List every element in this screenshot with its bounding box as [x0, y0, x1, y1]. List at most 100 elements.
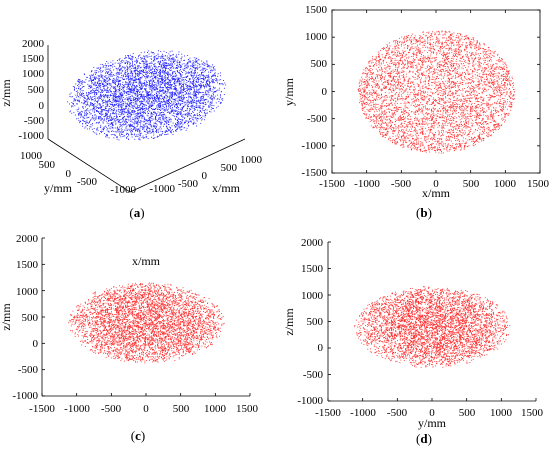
data-point [83, 95, 84, 96]
data-point [208, 72, 209, 73]
data-point [130, 84, 131, 85]
data-point [120, 116, 121, 117]
data-point [103, 81, 104, 82]
data-point [93, 131, 94, 132]
data-point [143, 63, 144, 64]
data-point [189, 91, 190, 92]
data-point [170, 128, 171, 129]
data-point [177, 129, 178, 130]
data-point [213, 108, 214, 109]
data-point [210, 88, 211, 89]
data-point [187, 115, 188, 116]
data-point [182, 84, 183, 85]
data-point [124, 58, 125, 59]
data-point [152, 95, 153, 96]
data-point [110, 88, 111, 89]
data-point [443, 106, 444, 107]
data-point [175, 78, 176, 79]
data-point [207, 66, 208, 67]
data-point [95, 79, 96, 80]
data-point [115, 131, 116, 132]
data-point [102, 90, 103, 91]
data-point [149, 120, 150, 121]
data-point [157, 88, 158, 89]
data-point [181, 119, 182, 120]
data-point [152, 105, 153, 106]
data-point [126, 60, 127, 61]
data-point [430, 37, 431, 38]
data-point [119, 86, 120, 87]
data-point [148, 72, 149, 73]
data-point [116, 116, 117, 117]
data-point [479, 44, 480, 45]
data-point [137, 113, 138, 114]
data-point [137, 91, 138, 92]
data-point [158, 50, 159, 51]
data-point [168, 82, 169, 83]
data-point [219, 88, 220, 89]
data-point [156, 108, 157, 109]
data-point [199, 79, 200, 80]
data-point [167, 83, 168, 84]
data-point [98, 67, 99, 68]
data-point [77, 91, 78, 92]
data-point [152, 119, 153, 120]
data-point [156, 67, 157, 68]
data-point [122, 93, 123, 94]
data-point [138, 120, 139, 121]
data-point [136, 69, 137, 70]
data-point [153, 119, 154, 120]
data-point [138, 110, 139, 111]
data-point [166, 68, 167, 69]
data-point [173, 123, 174, 124]
data-point [195, 115, 196, 116]
data-point [95, 109, 96, 110]
data-point [179, 80, 180, 81]
data-point [159, 109, 160, 110]
data-point [162, 122, 163, 123]
data-point [89, 81, 90, 82]
data-point [190, 118, 191, 119]
data-point [171, 86, 172, 87]
data-point [106, 119, 107, 120]
data-point [143, 71, 144, 72]
data-point [169, 84, 170, 85]
data-point [137, 66, 138, 67]
data-point [114, 101, 115, 102]
data-point [178, 118, 179, 119]
data-point [469, 136, 470, 137]
data-point [415, 39, 416, 40]
data-point [115, 88, 116, 89]
data-point [133, 53, 134, 54]
data-point [158, 131, 159, 132]
data-point [127, 104, 128, 105]
data-point [69, 94, 70, 95]
data-point [190, 62, 191, 63]
data-point [480, 57, 481, 58]
data-point [81, 83, 82, 84]
data-point [123, 89, 124, 90]
data-point [91, 79, 92, 80]
data-point [136, 115, 137, 116]
data-point [169, 96, 170, 97]
data-point [131, 80, 132, 81]
data-point [94, 83, 95, 84]
data-point [139, 105, 140, 106]
data-point [203, 103, 204, 104]
data-point [129, 87, 130, 88]
data-point [94, 128, 95, 129]
data-point [162, 112, 163, 113]
data-point [497, 55, 498, 56]
data-point [125, 106, 126, 107]
data-point [193, 86, 194, 87]
data-point [445, 96, 446, 97]
data-point [144, 57, 145, 58]
data-point [130, 103, 131, 104]
data-point [85, 106, 86, 107]
data-point [465, 109, 466, 110]
data-point [157, 97, 158, 98]
data-point [113, 97, 114, 98]
data-point [159, 87, 160, 88]
data-point [491, 61, 492, 62]
data-point [204, 95, 205, 96]
